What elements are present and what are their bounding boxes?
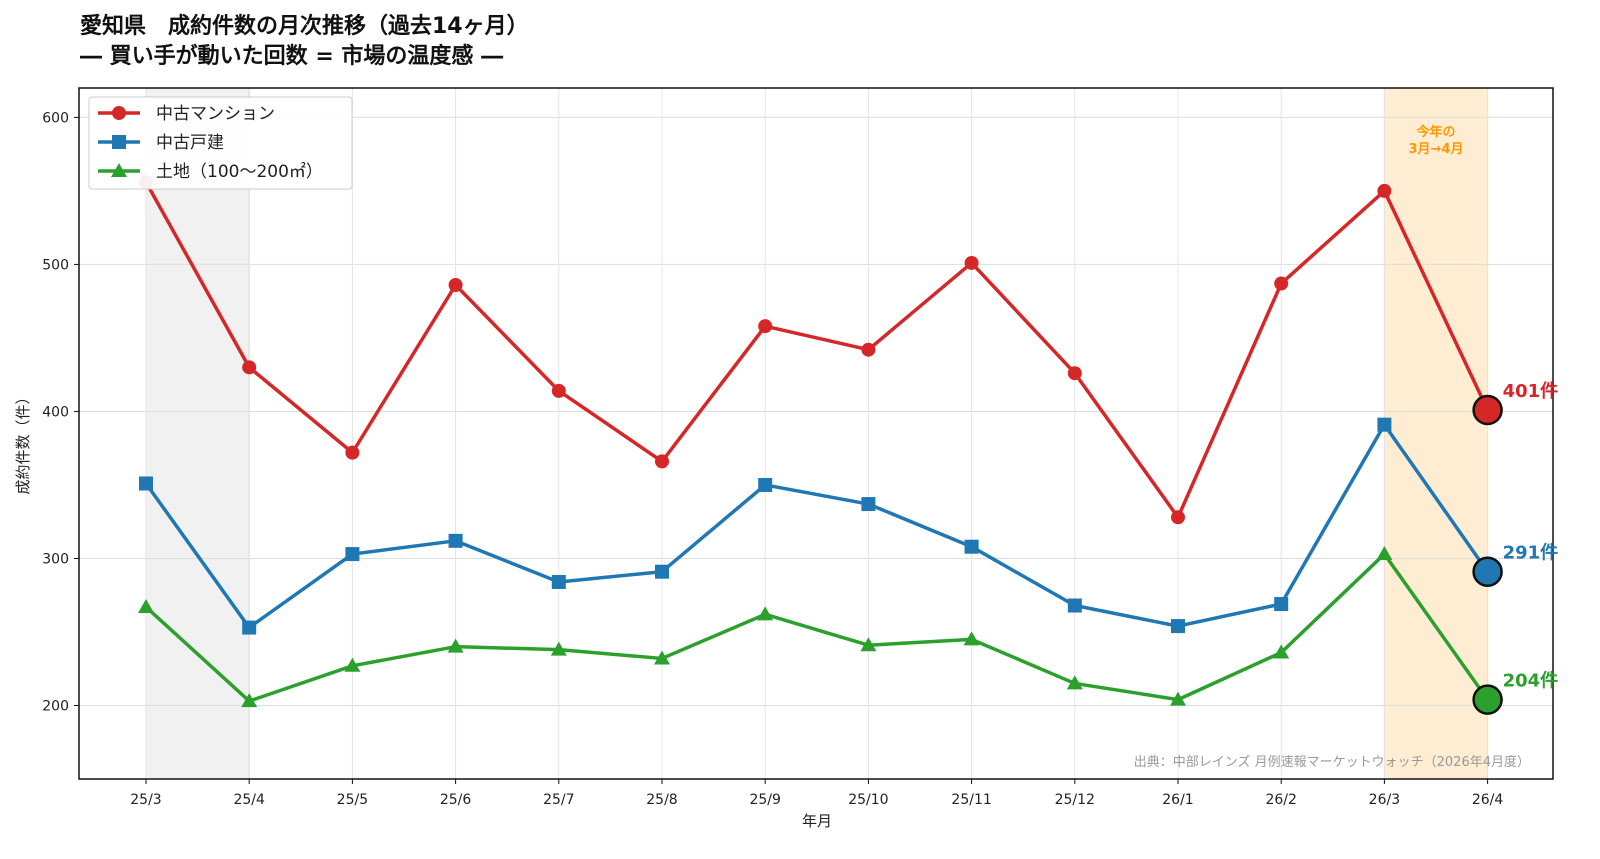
data-point — [242, 360, 257, 375]
legend-label: 中古戸建 — [156, 133, 224, 153]
chart-title: 愛知県 成約件数の月次推移（過去14ヶ月） — [80, 14, 529, 39]
plot-frame — [78, 87, 1554, 780]
data-point — [447, 638, 464, 653]
x-tick-label: 26/3 — [1369, 792, 1400, 808]
data-point — [551, 574, 566, 589]
legend-label: 土地（100〜200㎡） — [156, 162, 323, 182]
data-point — [758, 477, 773, 492]
x-tick-label: 25/11 — [951, 792, 991, 808]
x-tick-label: 25/12 — [1055, 792, 1095, 808]
data-point — [654, 650, 670, 665]
data-point — [758, 319, 773, 334]
data-point — [1066, 675, 1083, 690]
legend-marker — [111, 163, 127, 177]
y-tick-label: 200 — [42, 698, 69, 714]
x-tick-label: 25/10 — [848, 792, 888, 808]
series-layer — [138, 175, 1503, 715]
y-axis-label: 成約件数（件） — [14, 389, 32, 494]
highlight-band-grey — [145, 87, 250, 780]
end-value-label: 204件 — [1503, 670, 1559, 692]
legend-box — [88, 96, 353, 190]
data-point — [139, 476, 153, 491]
data-point — [1274, 597, 1289, 612]
y-tick-label: 300 — [42, 551, 69, 567]
legend-marker — [112, 135, 126, 149]
y-tick-label: 600 — [42, 110, 69, 126]
data-point — [860, 637, 877, 652]
data-point — [241, 693, 258, 708]
x-tick-label: 25/5 — [337, 792, 368, 808]
data-point — [242, 620, 257, 635]
source-note: 出典：中部レインズ 月例速報マーケットウォッチ（2026年4月度） — [1134, 754, 1530, 770]
highlight-label-line1: 今年の — [1415, 124, 1455, 140]
y-tick-label: 500 — [42, 257, 69, 273]
data-point — [1377, 417, 1392, 432]
data-point — [550, 641, 567, 656]
axes: 200 300 400 500 600 25/3 25/4 25/5 25/6 25/7 25/8 2… — [42, 87, 1554, 808]
data-point — [448, 278, 463, 293]
end-point-marker — [1472, 684, 1503, 715]
data-point — [861, 497, 876, 512]
chart-subtitle: ― 買い手が動いた回数 = 市場の温度感 ― — [80, 44, 504, 69]
x-tick-label: 25/3 — [130, 792, 161, 808]
data-point — [1376, 546, 1393, 561]
x-tick-label: 26/1 — [1162, 792, 1193, 808]
data-point — [861, 342, 876, 357]
data-point — [655, 454, 669, 469]
data-point — [138, 598, 154, 613]
data-point — [1067, 598, 1082, 613]
x-tick-label: 26/4 — [1472, 792, 1504, 808]
x-tick-label: 25/4 — [233, 792, 265, 808]
highlight-bands — [145, 87, 1489, 780]
x-tick-label: 25/8 — [646, 792, 677, 808]
data-point — [551, 383, 566, 398]
data-point — [655, 564, 669, 579]
highlight-band-orange — [1383, 87, 1489, 780]
x-tick-label: 26/2 — [1265, 792, 1296, 808]
data-point — [1274, 276, 1289, 291]
data-point — [964, 255, 979, 270]
series-line-0 — [144, 181, 1490, 520]
data-point — [964, 539, 979, 554]
legend-label: 中古マンション — [156, 104, 275, 124]
data-point — [344, 657, 361, 672]
end-point-marker — [1472, 394, 1503, 426]
data-point — [1171, 510, 1185, 525]
end-value-label: 401件 — [1503, 380, 1559, 402]
data-point — [1171, 619, 1185, 634]
data-point — [757, 606, 774, 621]
data-point — [1273, 644, 1290, 659]
highlight-label-line2: 3月→4月 — [1409, 142, 1464, 157]
data-point — [448, 533, 463, 548]
data-point — [1170, 691, 1186, 706]
data-point — [963, 631, 980, 646]
end-value-label: 291件 — [1503, 542, 1559, 564]
data-point — [1377, 183, 1392, 198]
data-point — [1067, 366, 1082, 381]
series-line-1 — [144, 422, 1490, 630]
x-tick-label: 25/7 — [543, 792, 574, 808]
legend-marker — [112, 106, 126, 120]
y-tick-label: 400 — [42, 404, 69, 420]
x-tick-label: 25/9 — [749, 792, 780, 808]
x-tick-label: 25/6 — [440, 792, 472, 808]
grid-lines — [79, 88, 1553, 779]
x-axis-label: 年月 — [802, 812, 832, 830]
data-point — [345, 547, 360, 562]
series-line-2 — [144, 552, 1490, 703]
annotations: 今年の 3月→4月 出典：中部レインズ 月例速報マーケットウォッチ（2026年4… — [14, 124, 1558, 830]
end-point-marker — [1472, 556, 1503, 587]
data-point — [345, 445, 360, 460]
